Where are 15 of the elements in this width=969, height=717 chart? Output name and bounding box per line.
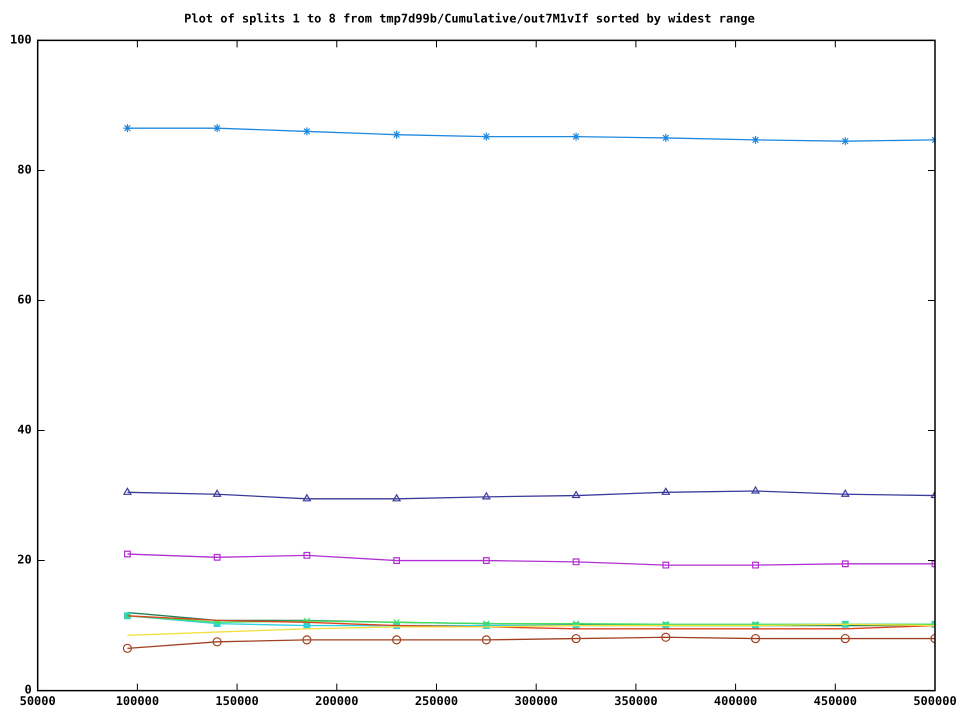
x-tick-label: 250000: [414, 694, 458, 708]
chart-title: Plot of splits 1 to 8 from tmp7d99b/Cumulative/out7M1vIf sorted by widest range: [184, 11, 755, 26]
y-tick-label: 20: [17, 552, 32, 567]
y-tick-label: 60: [17, 292, 32, 307]
x-tick-label: 150000: [215, 694, 259, 708]
x-tick-label: 500000: [913, 694, 957, 708]
y-tick-label: 40: [17, 422, 32, 437]
y-tick-label: 80: [17, 162, 32, 177]
x-tick-label: 300000: [514, 694, 558, 708]
x-tick-label: 450000: [814, 694, 857, 708]
x-tick-label: 100000: [116, 694, 160, 708]
x-tick-label: 200000: [315, 694, 358, 708]
x-tick-label: 400000: [714, 694, 758, 708]
y-tick-label: 100: [10, 32, 32, 47]
x-tick-label: 350000: [614, 694, 658, 708]
